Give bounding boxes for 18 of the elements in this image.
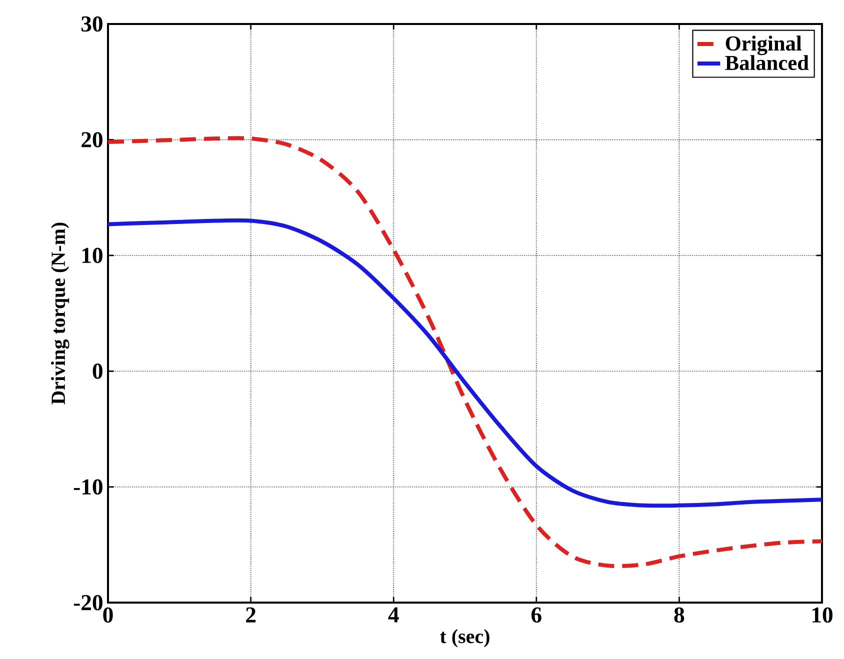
y-axis-title: Driving torque (N-m) [50,222,70,405]
y-tick-label: -20 [74,595,102,610]
y-tick-label: 10 [82,248,102,264]
x-tick-label: 2 [246,608,256,623]
line-series [108,218,822,508]
x-tick-label: 6 [532,608,542,623]
x-tick-label: 10 [812,608,832,623]
x-tick-label: 8 [674,608,684,623]
line-series [108,136,822,568]
x-axis-title: t (sec) [440,629,490,648]
y-tick-label: 0 [92,364,102,380]
legend-label: Balanced [725,55,809,70]
legend-label: Original [726,36,802,56]
y-tick-label: -10 [74,479,102,495]
y-tick-label: 20 [82,132,102,148]
x-tick-label: 0 [103,608,113,623]
y-tick-label: 30 [81,16,102,32]
x-tick-label: 4 [388,608,399,622]
